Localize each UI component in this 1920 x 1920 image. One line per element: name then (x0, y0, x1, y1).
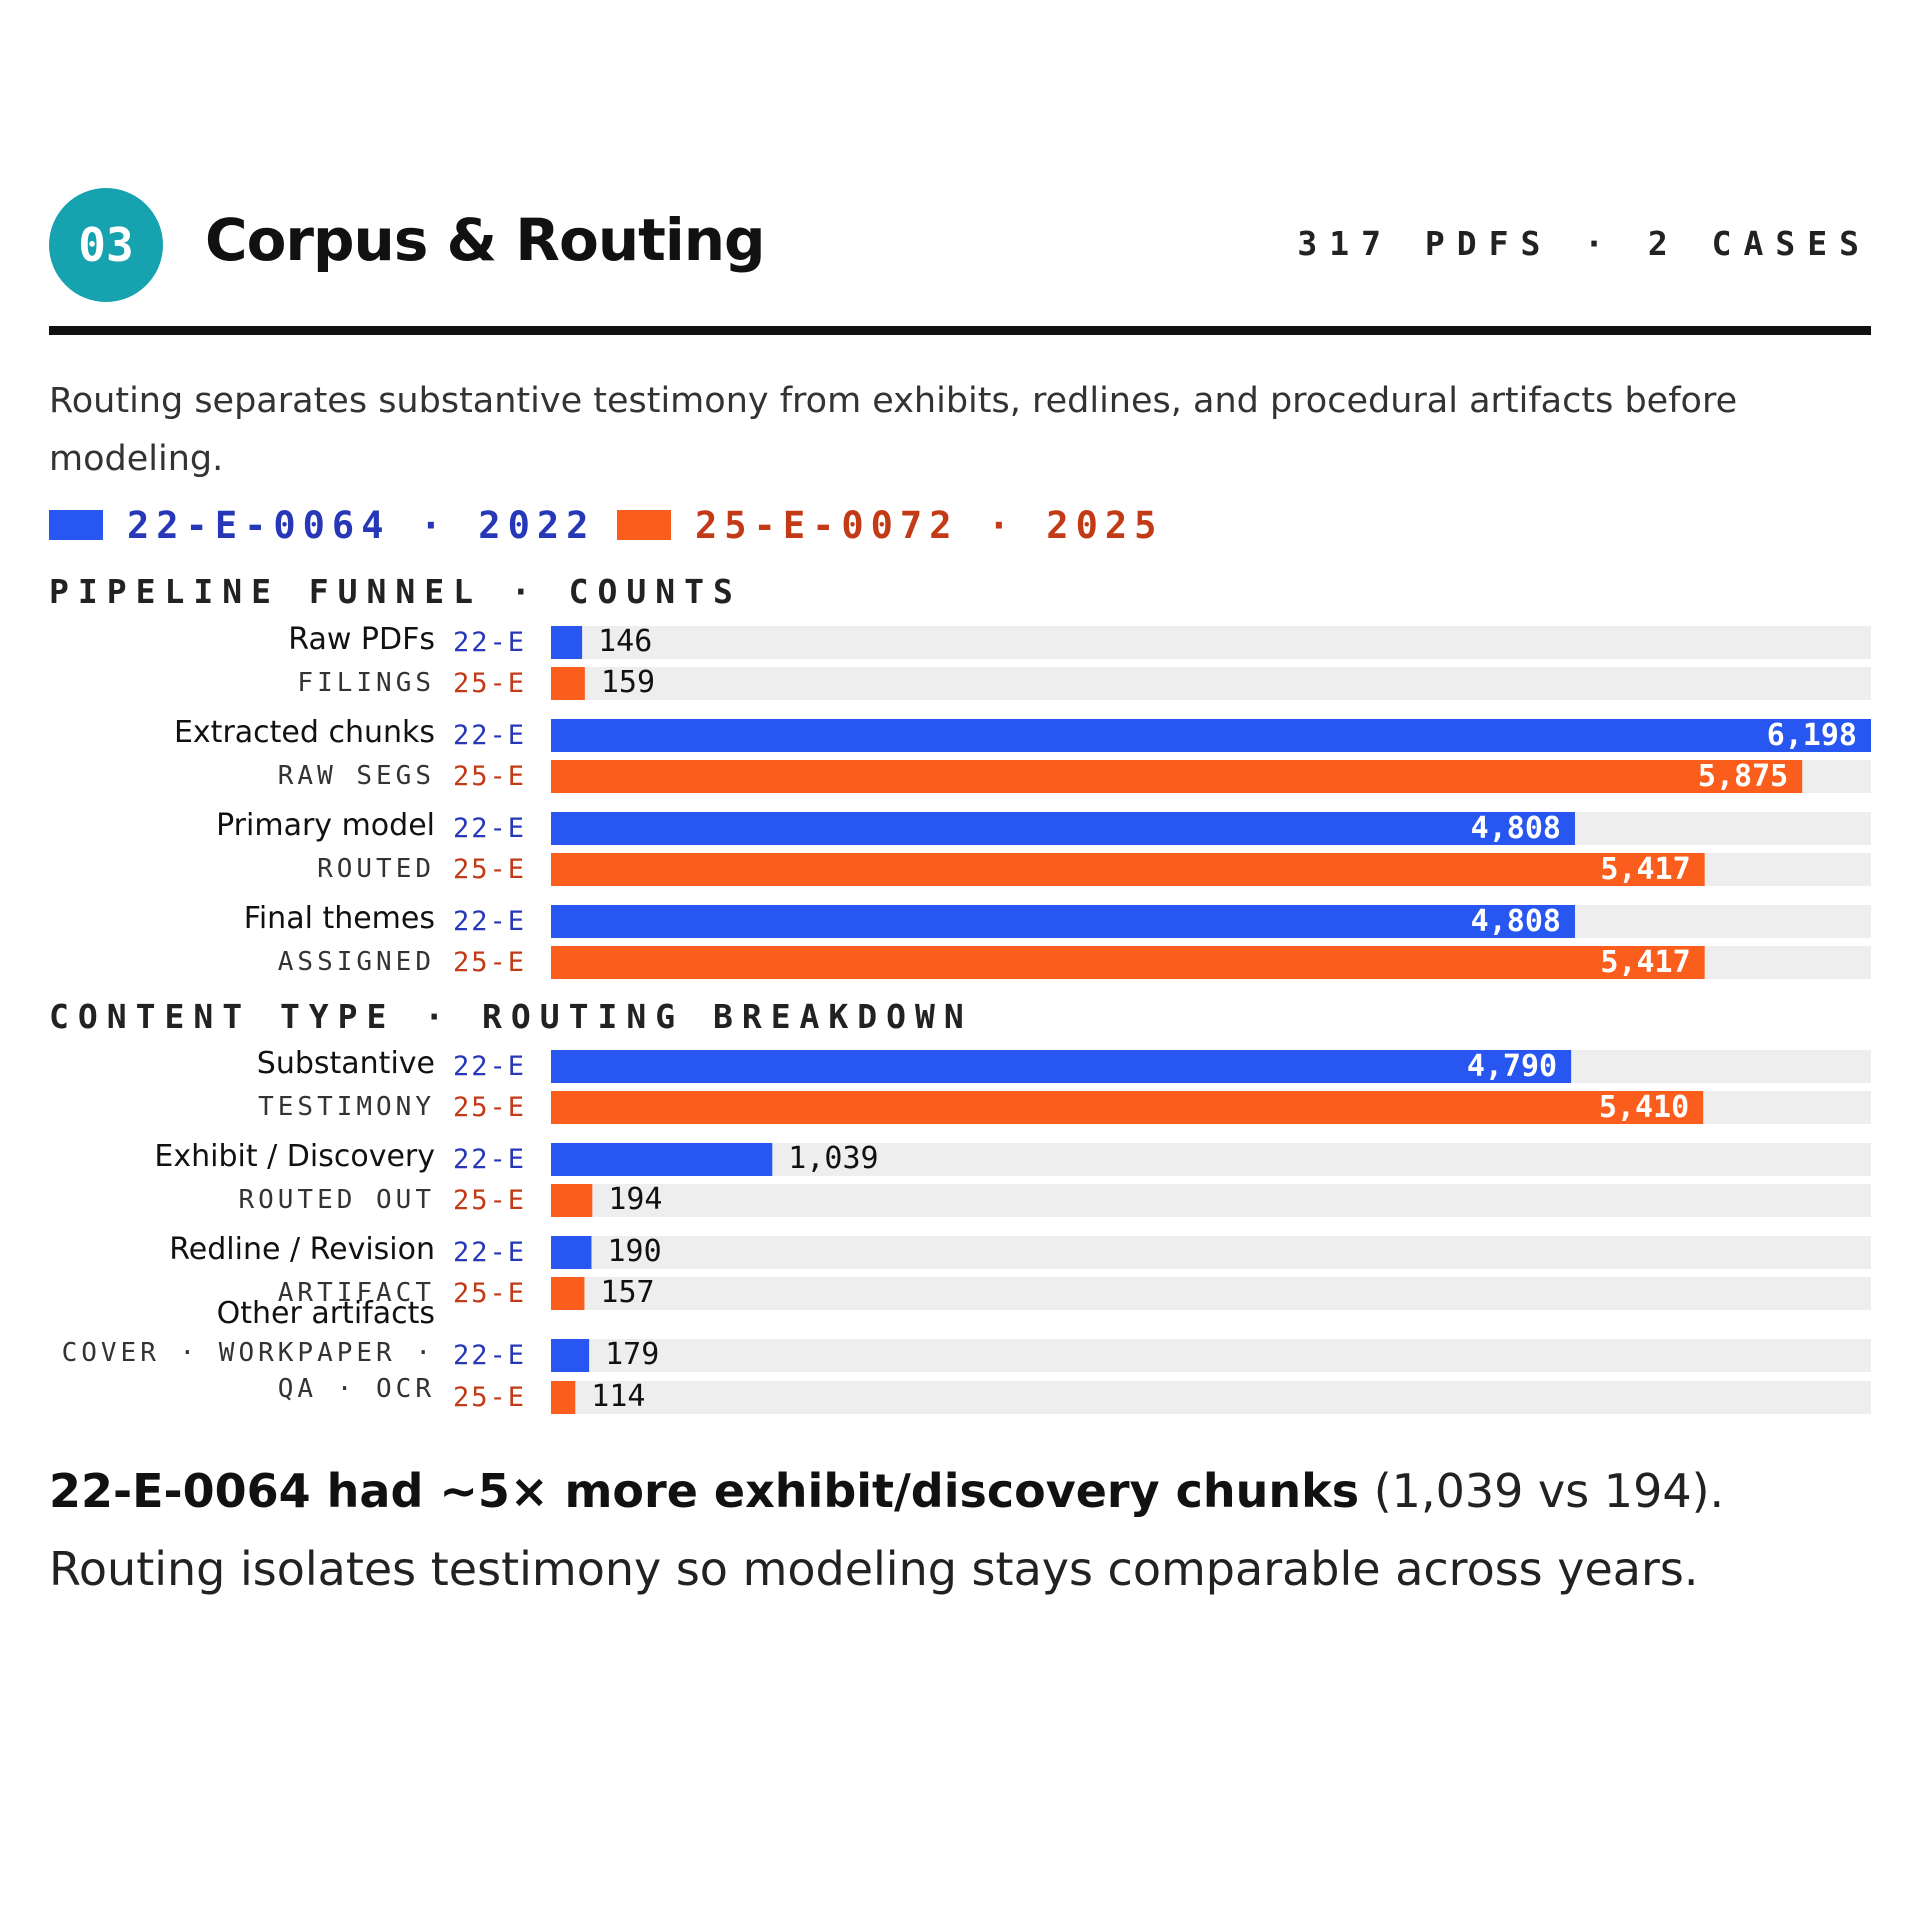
series-tag: 22-E (453, 1144, 526, 1175)
series-tag: 25-E (453, 854, 526, 885)
series-tag: 22-E (453, 1237, 526, 1268)
legend-swatch-2022 (49, 510, 103, 540)
group-label: Final themes (244, 901, 435, 936)
bar-value-label: 5,875 (1698, 759, 1788, 794)
bar-track (551, 1381, 1871, 1414)
bar-value-label: 157 (600, 1275, 654, 1310)
group-sublabel: ROUTED OUT (238, 1185, 435, 1215)
bar-value-label: 4,790 (1467, 1049, 1557, 1084)
legend-swatch-2025 (617, 510, 671, 540)
series-tag: 22-E (453, 1340, 526, 1371)
group-label: Other artifacts (217, 1296, 435, 1331)
takeaway-bold: 22-E-0064 had ~5× more exhibit/discovery… (49, 1464, 1360, 1518)
section-heading-content-type: CONTENT TYPE · ROUTING BREAKDOWN (49, 997, 973, 1036)
bar-track (551, 1184, 1871, 1217)
series-tag: 22-E (453, 627, 526, 658)
bar-value-label: 190 (607, 1234, 661, 1269)
bar-value-label: 194 (608, 1182, 662, 1217)
bar (551, 1339, 590, 1372)
legend-item-2022: 22-E-0064 · 2022 (49, 500, 595, 550)
bar (551, 760, 1803, 793)
group-label: Primary model (216, 808, 435, 843)
page-title: Corpus & Routing (205, 206, 766, 274)
bar-value-label: 5,410 (1599, 1090, 1689, 1125)
bar-track (551, 1277, 1871, 1310)
bar (551, 812, 1575, 845)
series-tag: 25-E (453, 1185, 526, 1216)
bar (551, 1050, 1572, 1083)
group-sublabel: QA · OCR (278, 1374, 435, 1404)
header-divider (49, 326, 1871, 335)
bar (551, 667, 585, 700)
bar (551, 626, 583, 659)
bar (551, 1236, 592, 1269)
bar-track (551, 1339, 1871, 1372)
bar (551, 1381, 576, 1414)
series-tag: 25-E (453, 1382, 526, 1413)
bar (551, 1143, 773, 1176)
series-tag: 25-E (453, 668, 526, 699)
bar-value-label: 5,417 (1600, 852, 1690, 887)
bar-value-label: 146 (598, 624, 652, 659)
bar-track (551, 626, 1871, 659)
takeaway-rest: (1,039 vs 194). Routing isolates testimo… (49, 1464, 1725, 1596)
bar-value-label: 159 (601, 665, 655, 700)
group-label: Raw PDFs (288, 622, 435, 657)
legend-item-2025: 25-E-0072 · 2025 (617, 500, 1163, 550)
bar-value-label: 179 (605, 1337, 659, 1372)
bar-value-label: 4,808 (1471, 811, 1561, 846)
takeaway-text: 22-E-0064 had ~5× more exhibit/discovery… (49, 1452, 1849, 1608)
series-tag: 22-E (453, 906, 526, 937)
group-label: Exhibit / Discovery (154, 1139, 435, 1174)
bar (551, 1091, 1704, 1124)
group-sublabel: RAW SEGS (278, 761, 435, 791)
group-sublabel: ASSIGNED (278, 947, 435, 977)
bar-track (551, 1236, 1871, 1269)
bar (551, 1184, 593, 1217)
series-tag: 22-E (453, 1051, 526, 1082)
series-tag: 22-E (453, 720, 526, 751)
series-tag: 25-E (453, 761, 526, 792)
corpus-summary: 317 PDFS · 2 CASES (1297, 224, 1871, 263)
legend-label-2025: 25-E-0072 · 2025 (695, 503, 1164, 547)
series-tag: 25-E (453, 947, 526, 978)
bar-value-label: 5,417 (1600, 945, 1690, 980)
series-tag: 25-E (453, 1278, 526, 1309)
bar-value-label: 1,039 (788, 1141, 878, 1176)
bar (551, 719, 1871, 752)
bar-track (551, 667, 1871, 700)
section-number-badge: 03 (49, 188, 163, 302)
page-subtitle: Routing separates substantive testimony … (49, 381, 1738, 479)
group-sublabel: FILINGS (297, 668, 435, 698)
group-label: Substantive (257, 1046, 435, 1081)
page: 03 Corpus & Routing 317 PDFS · 2 CASES R… (49, 0, 1871, 1920)
legend-label-2022: 22-E-0064 · 2022 (127, 503, 596, 547)
section-heading-pipeline: PIPELINE FUNNEL · COUNTS (49, 572, 742, 611)
bar-chart: Raw PDFs FILINGS 22-E 146 25-E 159 Extracted c… (62, 622, 1871, 1414)
group-sublabel: COVER · WORKPAPER · (62, 1338, 435, 1368)
group-label: Redline / Revision (169, 1232, 435, 1267)
bar-value-label: 4,808 (1471, 904, 1561, 939)
bar (551, 853, 1705, 886)
group-sublabel: ROUTED (317, 854, 435, 884)
section-header: 03 Corpus & Routing 317 PDFS · 2 CASES (49, 188, 1871, 338)
group-label: Extracted chunks (174, 715, 435, 750)
bar (551, 946, 1705, 979)
series-tag: 22-E (453, 813, 526, 844)
bar-value-label: 114 (591, 1379, 645, 1414)
bar (551, 1277, 585, 1310)
bar (551, 905, 1575, 938)
group-sublabel: ARTIFACT (278, 1278, 435, 1308)
series-tag: 25-E (453, 1092, 526, 1123)
bar-value-label: 6,198 (1767, 718, 1857, 753)
group-sublabel: TESTIMONY (258, 1092, 435, 1122)
